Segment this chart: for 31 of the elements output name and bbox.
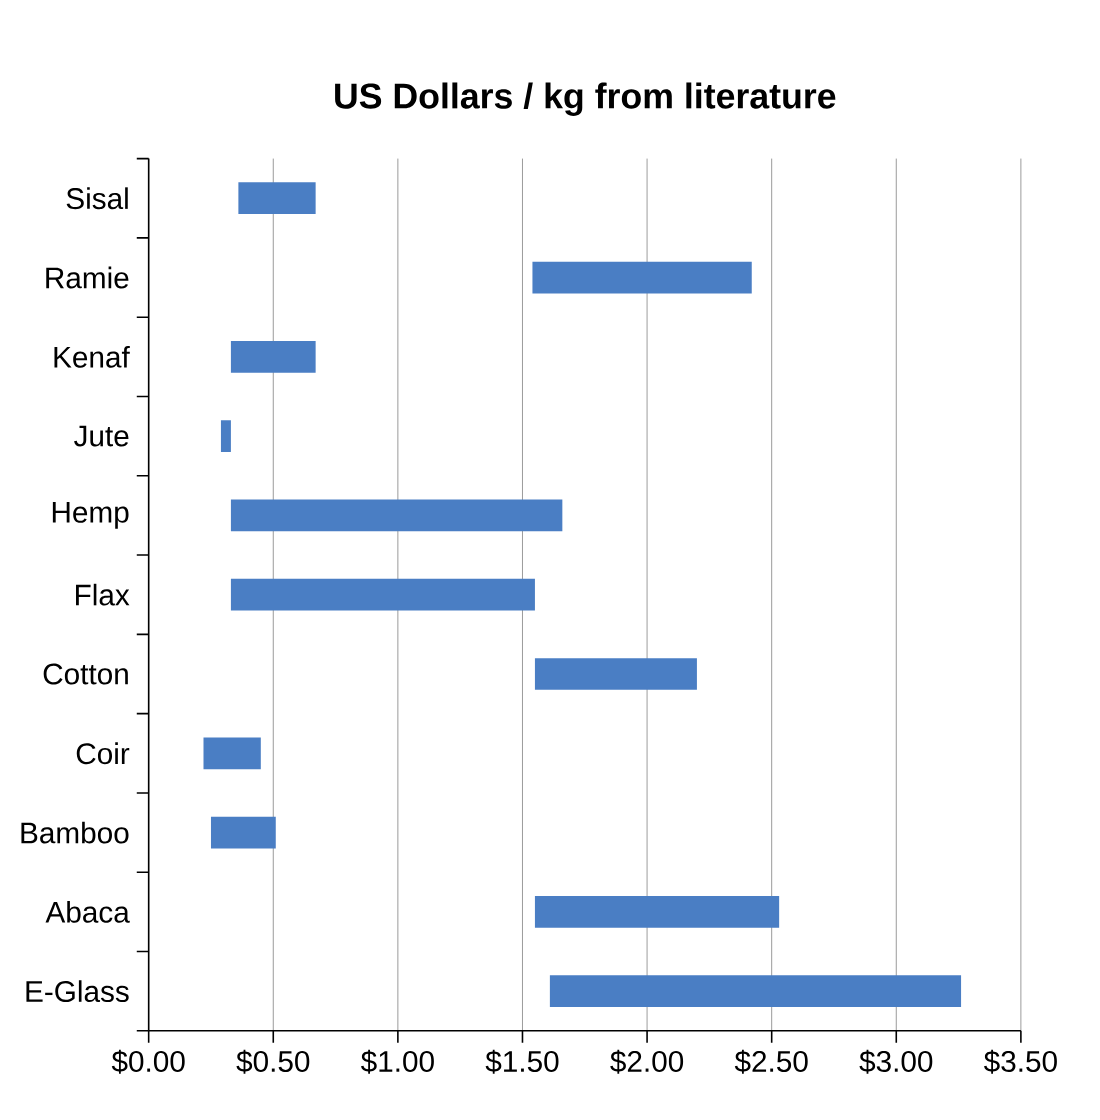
x-tick-label: $1.00 (360, 1049, 434, 1074)
x-tick-label: $2.00 (610, 1049, 684, 1074)
chart-title: US Dollars / kg from literature (335, 82, 836, 116)
y-tick-label: Ramie (46, 266, 129, 289)
bar (230, 499, 563, 532)
y-tick-label: Kenaf (54, 345, 130, 368)
bar (549, 975, 961, 1008)
y-tick-label: E-Glass (26, 980, 129, 1003)
x-tick-label: $2.50 (734, 1049, 808, 1074)
x-tick-label: $3.00 (859, 1049, 933, 1074)
x-tick-label: $0.00 (111, 1049, 185, 1074)
y-tick-label: Hemp (52, 502, 129, 529)
y-tick-label: Cotton (43, 663, 128, 685)
y-tick-label: Flax (75, 583, 130, 606)
bar (203, 737, 261, 770)
x-tick-label: $3.50 (983, 1049, 1057, 1074)
bar (220, 420, 231, 452)
bar (230, 340, 316, 373)
y-tick-label: Bamboo (21, 821, 129, 844)
x-tick-label: $1.50 (485, 1049, 559, 1074)
y-tick-label: Jute (73, 425, 129, 447)
bar (210, 816, 276, 849)
y-tick-label: Sisal (66, 187, 128, 210)
bar (534, 896, 780, 928)
bar (534, 658, 697, 690)
y-tick-label: Abaca (45, 900, 130, 923)
bar (532, 261, 752, 294)
bar (238, 182, 316, 215)
x-tick-label: $0.50 (236, 1049, 310, 1074)
bar (230, 578, 535, 611)
y-tick-label: Coir (76, 742, 130, 765)
